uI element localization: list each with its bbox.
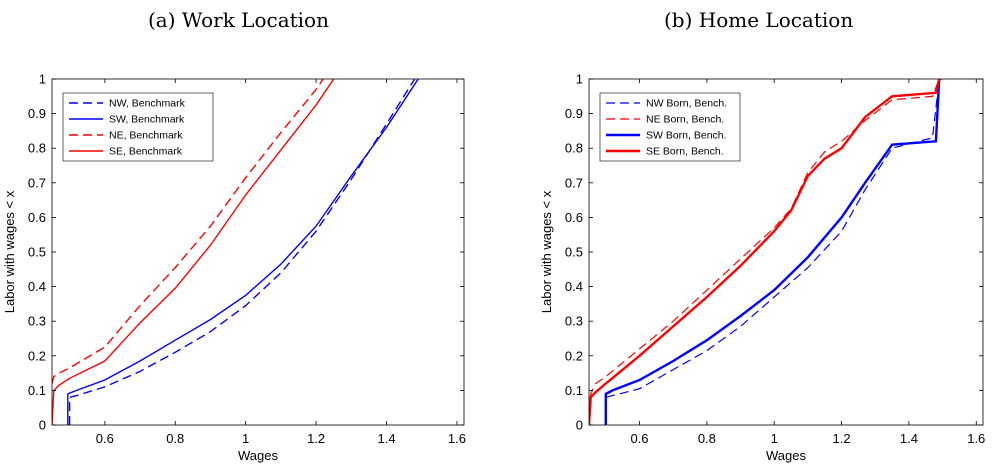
legend-entry: NE, Benchmark <box>109 130 183 142</box>
y-tick-label: 0.6 <box>28 210 46 225</box>
y-tick-label: 0.9 <box>565 106 583 121</box>
x-tick-label: 0.8 <box>698 431 716 446</box>
y-tick-label: 0.5 <box>565 245 583 260</box>
y-tick-label: 0.8 <box>565 141 583 156</box>
y-tick-label: 0.2 <box>565 348 583 363</box>
x-tick-label: 0.8 <box>166 431 184 446</box>
x-tick-label: 1.4 <box>900 431 918 446</box>
y-tick-label: 0.4 <box>28 279 46 294</box>
y-tick-label: 0.5 <box>28 245 46 260</box>
series-line-3 <box>52 79 335 425</box>
legend: NW, Benchmark SW, Benchmark NE, Benchmark S… <box>62 92 214 162</box>
series-line-0 <box>68 79 416 425</box>
y-tick-label: 0.7 <box>565 175 583 190</box>
legend-entry: NE Born, Bench. <box>646 114 724 126</box>
series-line-1 <box>67 79 419 425</box>
legend-entry: SE Born, Bench. <box>646 146 724 158</box>
x-axis-label: Wages <box>766 448 806 463</box>
x-tick-label: 0.6 <box>630 431 648 446</box>
y-tick-label: 0.1 <box>28 383 46 398</box>
y-tick-label: 0.2 <box>28 348 46 363</box>
legend-entry: SE, Benchmark <box>109 146 183 158</box>
x-tick-label: 1.2 <box>833 431 851 446</box>
x-tick-label: 1.2 <box>307 431 325 446</box>
series-line-2 <box>604 79 941 425</box>
y-tick-label: 0 <box>576 418 583 433</box>
x-tick-label: 1 <box>242 431 249 446</box>
x-tick-label: 0.6 <box>96 431 114 446</box>
series-line-0 <box>605 79 943 425</box>
x-tick-label: 1 <box>771 431 778 446</box>
y-axis-label: Labor with wages < x <box>2 190 17 313</box>
series-line-2 <box>52 79 324 384</box>
legend-box <box>599 92 741 162</box>
legend-entry: SW, Benchmark <box>109 114 185 126</box>
x-tick-label: 1.4 <box>377 431 395 446</box>
series-line-3 <box>589 79 941 425</box>
x-axis-label: Wages <box>238 448 278 463</box>
y-tick-label: 0.9 <box>28 106 46 121</box>
y-tick-label: 0.8 <box>28 141 46 156</box>
x-tick-label: 1.6 <box>967 431 985 446</box>
legend-entry: NW Born, Bench. <box>646 98 727 110</box>
y-tick-label: 0 <box>39 418 46 433</box>
y-tick-label: 0.1 <box>565 383 583 398</box>
panel-a-title: (a) Work Location <box>148 8 329 32</box>
legend-entry: SW Born, Bench. <box>646 130 727 142</box>
chart-panel-b: 0 0.1 0.2 0.3 0.4 0.5 0.6 0.7 0.8 0.9 1 0.6 0.8 1 1.2 1… <box>539 72 985 464</box>
y-tick-label: 0.3 <box>28 314 46 329</box>
y-tick-label: 0.4 <box>565 279 583 294</box>
legend-entry: NW, Benchmark <box>109 98 186 110</box>
y-axis-label: Labor with wages < x <box>539 190 554 313</box>
y-tick-label: 0.3 <box>565 314 583 329</box>
series-line-1 <box>589 79 940 425</box>
panel-b-title: (b) Home Location <box>664 8 854 32</box>
legend-box <box>62 92 214 162</box>
legend: NW Born, Bench. NE Born, Bench. SW Born, B… <box>599 92 741 162</box>
y-tick-label: 0.6 <box>565 210 583 225</box>
y-tick-label: 0.7 <box>28 175 46 190</box>
y-tick-label: 1 <box>576 72 583 87</box>
y-tick-label: 1 <box>39 72 46 87</box>
chart-panel-a: 0 0.1 0.2 0.3 0.4 0.5 0.6 0.7 0.8 0.9 1 0.6 0.8 1 1.2 1… <box>2 72 466 464</box>
x-tick-label: 1.6 <box>448 431 466 446</box>
